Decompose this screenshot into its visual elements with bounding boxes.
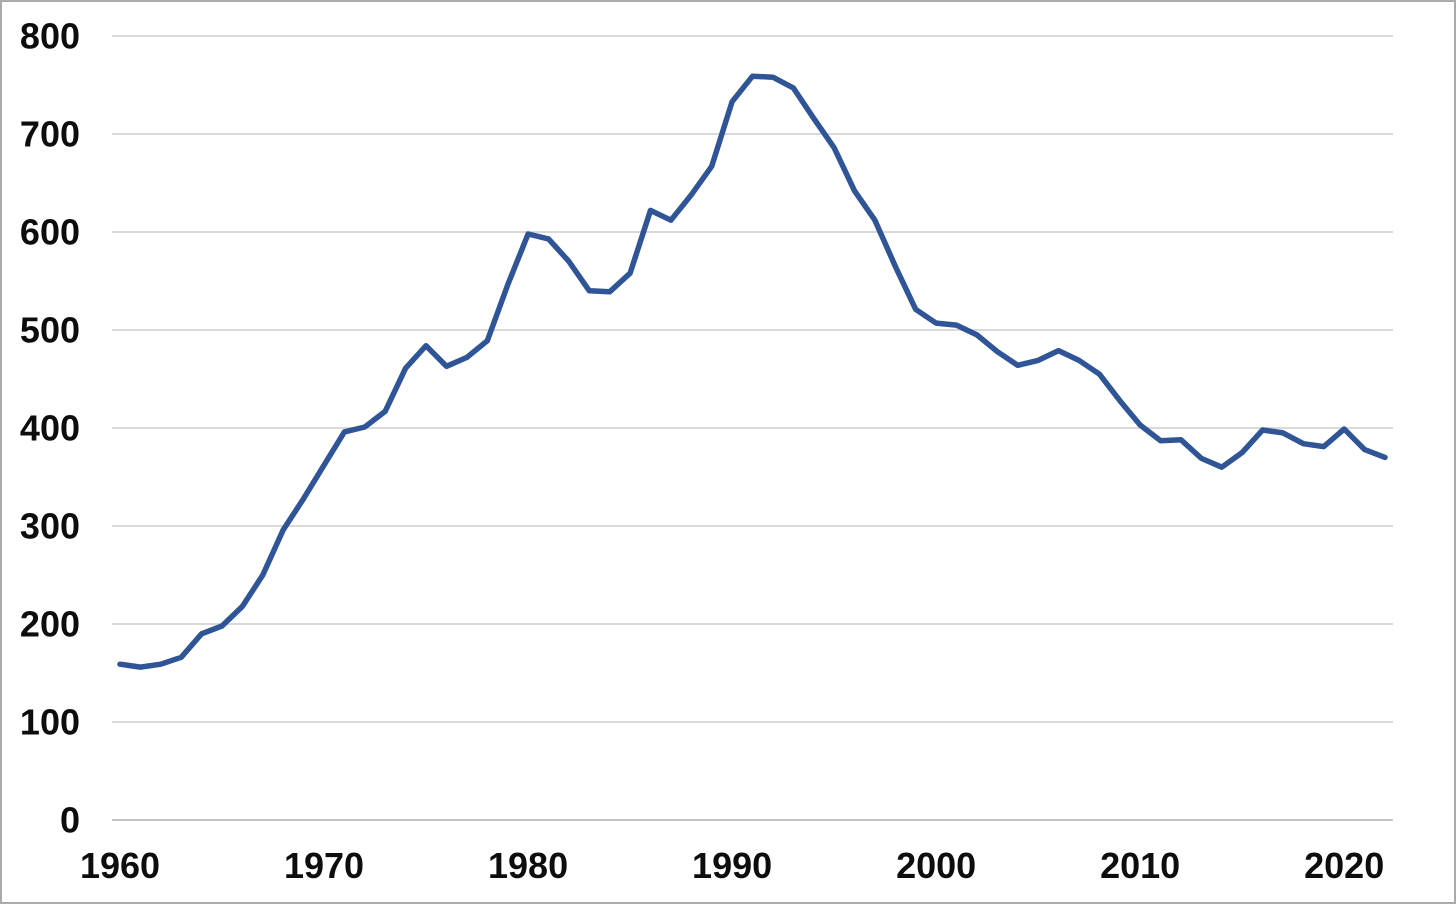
x-tick-label-1980: 1980 (488, 845, 568, 886)
y-tick-label-800: 800 (20, 16, 80, 57)
y-tick-label-600: 600 (20, 212, 80, 253)
y-tick-label-400: 400 (20, 408, 80, 449)
x-tick-label-1960: 1960 (80, 845, 160, 886)
x-tick-label-1970: 1970 (284, 845, 364, 886)
y-tick-label-200: 200 (20, 604, 80, 645)
x-tick-label-1990: 1990 (692, 845, 772, 886)
y-tick-label-300: 300 (20, 506, 80, 547)
y-tick-label-0: 0 (60, 800, 80, 841)
x-axis-labels: 1960 1970 1980 1990 2000 2010 2020 (80, 845, 1384, 886)
x-tick-label-2000: 2000 (896, 845, 976, 886)
x-tick-label-2020: 2020 (1304, 845, 1384, 886)
data-series-line (117, 73, 1388, 670)
x-tick-label-2010: 2010 (1100, 845, 1180, 886)
y-tick-label-500: 500 (20, 310, 80, 351)
y-tick-label-700: 700 (20, 114, 80, 155)
y-axis-labels: 0 100 200 300 400 500 600 700 800 (20, 16, 80, 841)
series-group (117, 73, 1388, 670)
y-tick-label-100: 100 (20, 702, 80, 743)
gridlines-group (112, 35, 1393, 821)
